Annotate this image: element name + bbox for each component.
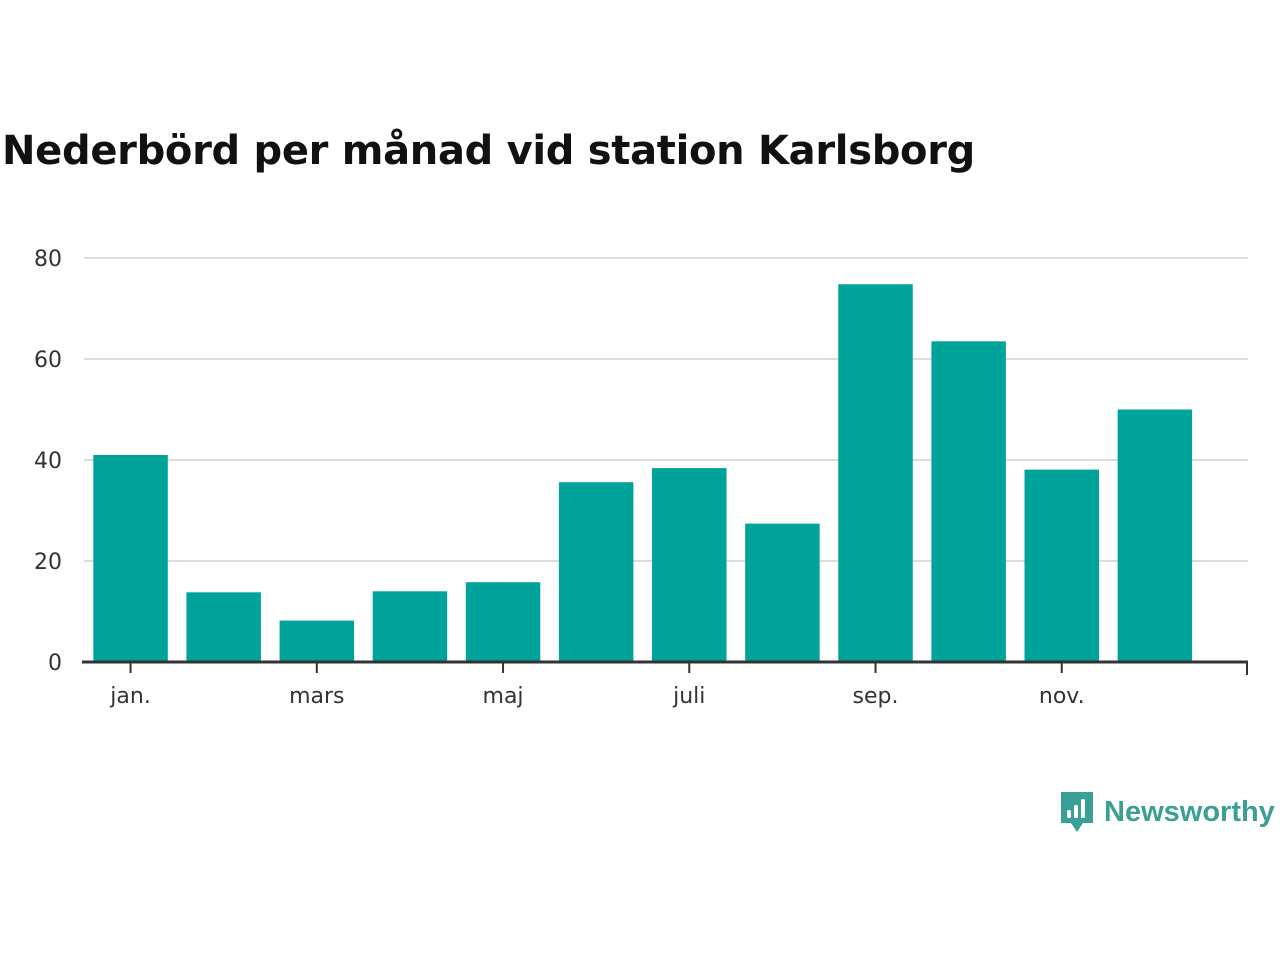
x-tick-label: mars (289, 684, 344, 709)
bar-8 (745, 523, 820, 662)
x-axis (82, 660, 1248, 675)
x-tick-label: maj (483, 684, 524, 709)
x-tick-label: nov. (1039, 684, 1085, 709)
bar-2 (186, 592, 261, 662)
bar-7 (652, 468, 727, 662)
bar-10 (931, 341, 1006, 662)
bar-1 (93, 454, 168, 662)
bar-3 (279, 620, 355, 662)
y-tick-label: 40 (34, 449, 62, 474)
bar-11 (1024, 469, 1100, 662)
y-axis-labels: 0 20 40 60 80 (34, 247, 62, 676)
newsworthy-logo-text: Newsworthy (1104, 795, 1275, 828)
y-tick-label: 60 (34, 348, 62, 373)
bar-4 (372, 591, 448, 662)
x-tick-label: jan. (109, 684, 151, 709)
y-tick-label: 20 (34, 550, 62, 575)
x-axis-labels: jan. mars maj juli sep. nov. (109, 684, 1084, 709)
y-tick-label: 80 (34, 247, 62, 272)
y-tick-label: 0 (48, 651, 62, 676)
bar-6 (558, 482, 634, 662)
x-tick-label: juli (672, 684, 705, 709)
bar-9 (838, 284, 913, 662)
newsworthy-logo-icon (1061, 792, 1093, 832)
bar-5 (465, 582, 541, 662)
chart-title: Nederbörd per månad vid station Karlsbor… (2, 128, 975, 174)
newsworthy-logo: Newsworthy (1058, 790, 1275, 834)
bars (93, 284, 1193, 662)
bar-12 (1117, 409, 1193, 662)
x-tick-label: sep. (853, 684, 899, 709)
